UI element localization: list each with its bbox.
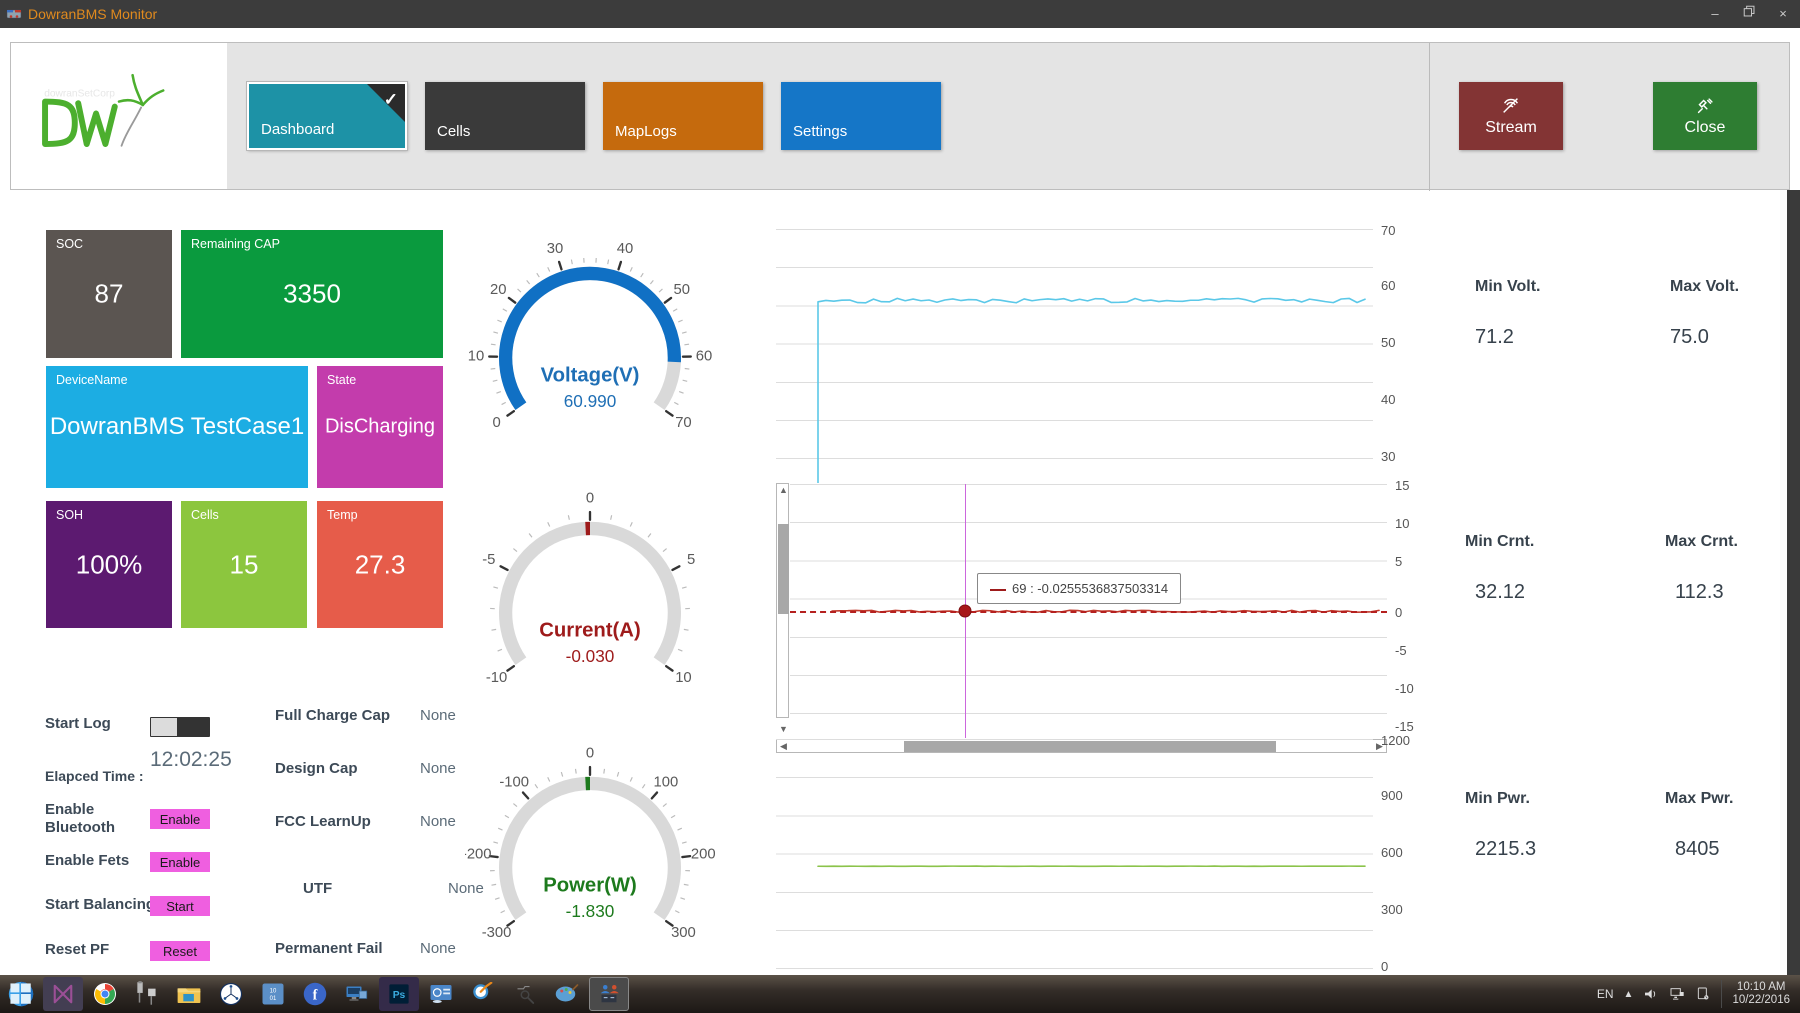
svg-text:10: 10 — [675, 670, 692, 686]
svg-text:60.990: 60.990 — [564, 391, 617, 411]
svg-text:10: 10 — [270, 989, 277, 995]
svg-text:300: 300 — [671, 925, 696, 941]
svg-text:f: f — [313, 987, 318, 1003]
svg-text:20: 20 — [490, 282, 507, 298]
svg-text:-300: -300 — [482, 925, 512, 941]
svg-text:dowranSetCorp: dowranSetCorp — [44, 88, 115, 99]
svg-text:-10: -10 — [486, 670, 507, 686]
svg-text:-100: -100 — [499, 775, 529, 791]
svg-text:200: 200 — [691, 846, 715, 862]
svg-text:Power(W): Power(W) — [543, 874, 637, 896]
svg-text:-1.830: -1.830 — [566, 901, 615, 921]
svg-text:100: 100 — [653, 775, 678, 791]
svg-text:70: 70 — [675, 415, 692, 431]
svg-text:01: 01 — [270, 996, 277, 1002]
svg-text:0: 0 — [586, 491, 594, 507]
svg-text:0: 0 — [492, 415, 500, 431]
svg-text:50: 50 — [674, 282, 691, 298]
svg-text:5: 5 — [687, 552, 695, 568]
svg-text:-5: -5 — [482, 552, 495, 568]
svg-text:0: 0 — [586, 746, 594, 762]
svg-text:Ps: Ps — [393, 990, 406, 1001]
svg-text:-200: -200 — [465, 846, 492, 862]
svg-text:-0.030: -0.030 — [566, 646, 615, 666]
svg-text:10: 10 — [468, 348, 485, 364]
svg-text:30: 30 — [547, 241, 564, 257]
svg-text:40: 40 — [617, 241, 634, 257]
svg-text:Voltage(V): Voltage(V) — [541, 364, 640, 386]
svg-text:60: 60 — [696, 348, 713, 364]
svg-text:Current(A): Current(A) — [539, 619, 640, 641]
